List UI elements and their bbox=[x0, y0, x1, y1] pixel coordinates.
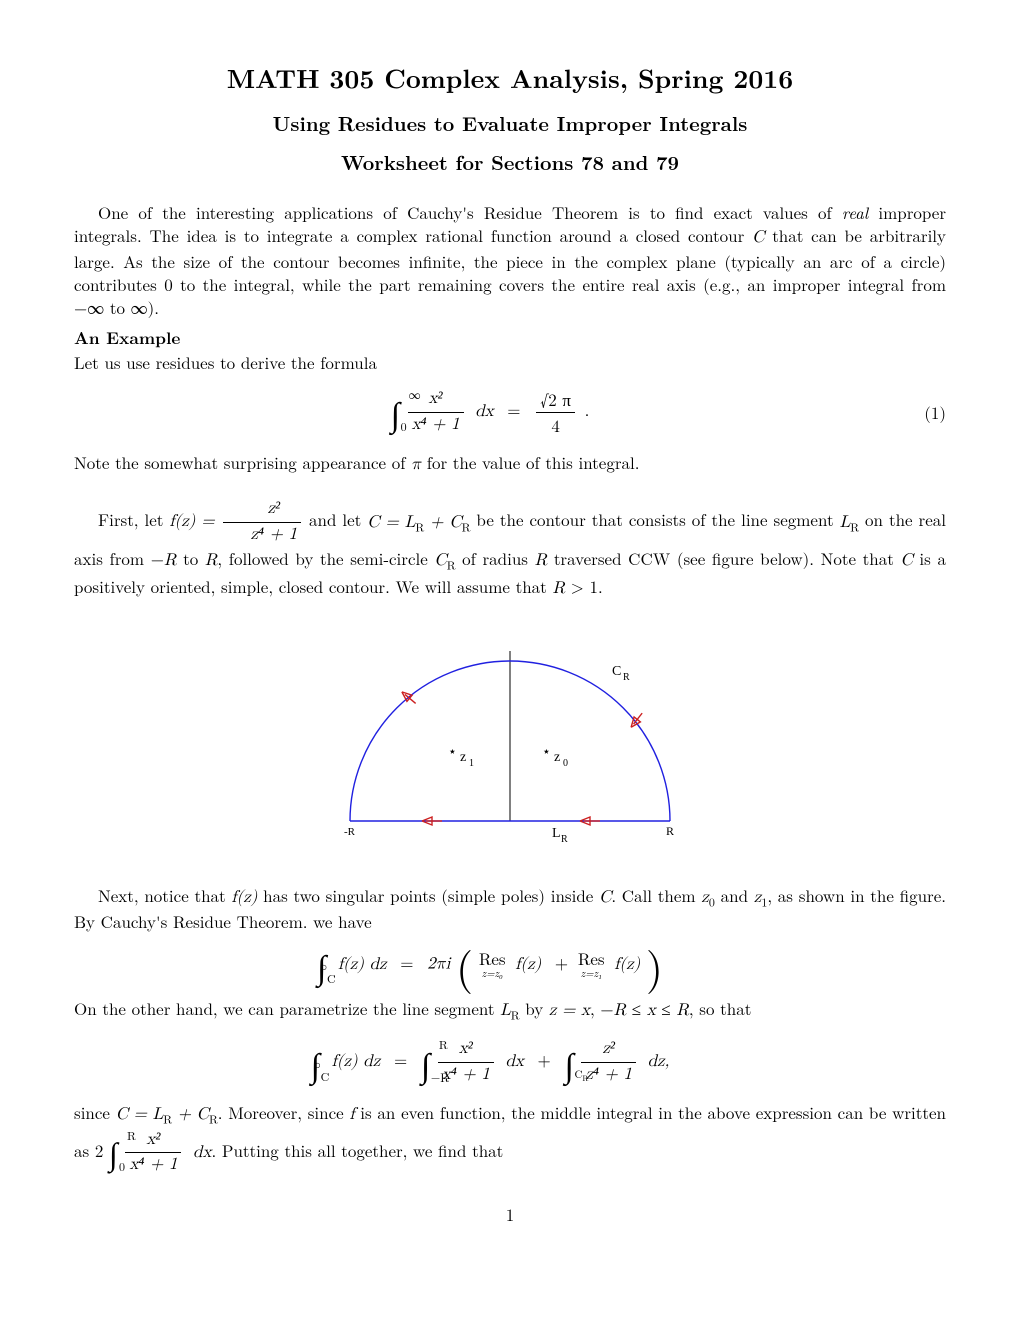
svg-text:z: z bbox=[554, 750, 560, 765]
page-title: MATH 305 Complex Analysis, Spring 2016 bbox=[74, 60, 946, 95]
label-CR: C bbox=[612, 664, 621, 679]
svg-text:R: R bbox=[623, 672, 630, 683]
contour-figure: ⋆ z 1 ⋆ z 0 -R R L R C R bbox=[74, 641, 946, 856]
equation-3: ∫○C f(z) dz = ∫R−R x²x⁴ + 1 dx + ∫CR z²z… bbox=[74, 1038, 946, 1087]
svg-text:0: 0 bbox=[563, 758, 568, 769]
paragraph-define-f: First, let f(z) = z²z⁴ + 1 and let C = L… bbox=[74, 498, 946, 600]
equation-2: ∫○C f(z) dz = 2πi ( Resz=z₀ f(z) + Resz=… bbox=[74, 947, 946, 982]
equation-1: ∫∞0 x²x⁴ + 1 dx = √2 π4 . (1) bbox=[74, 388, 946, 437]
intro-paragraph: One of the interesting applications of C… bbox=[74, 201, 946, 319]
after-eq1-note: Note the somewhat surprising appearance … bbox=[74, 451, 946, 477]
svg-text:1: 1 bbox=[469, 758, 474, 769]
label-R: R bbox=[666, 824, 674, 838]
page-number: 1 bbox=[74, 1203, 946, 1226]
star-z1: ⋆ bbox=[448, 745, 457, 760]
svg-text:R: R bbox=[561, 834, 568, 845]
page-subtitle-2: Worksheet for Sections 78 and 79 bbox=[74, 148, 946, 175]
paragraph-poles: Next, notice that f(z) has two singular … bbox=[74, 884, 946, 934]
star-z0: ⋆ bbox=[542, 745, 551, 760]
label-neg-R: -R bbox=[344, 826, 356, 838]
svg-text:z: z bbox=[460, 750, 466, 765]
page-subtitle-1: Using Residues to Evaluate Improper Inte… bbox=[74, 109, 946, 136]
paragraph-even-function: since C = LR + CR. Moreover, since f is … bbox=[74, 1101, 946, 1177]
section-heading-example: An Example bbox=[74, 327, 946, 350]
paragraph-parametrize: On the other hand, we can parametrize th… bbox=[74, 997, 946, 1025]
equation-1-number: (1) bbox=[906, 401, 946, 424]
example-lead: Let us use residues to derive the formul… bbox=[74, 351, 946, 374]
label-LR: L bbox=[552, 826, 561, 841]
